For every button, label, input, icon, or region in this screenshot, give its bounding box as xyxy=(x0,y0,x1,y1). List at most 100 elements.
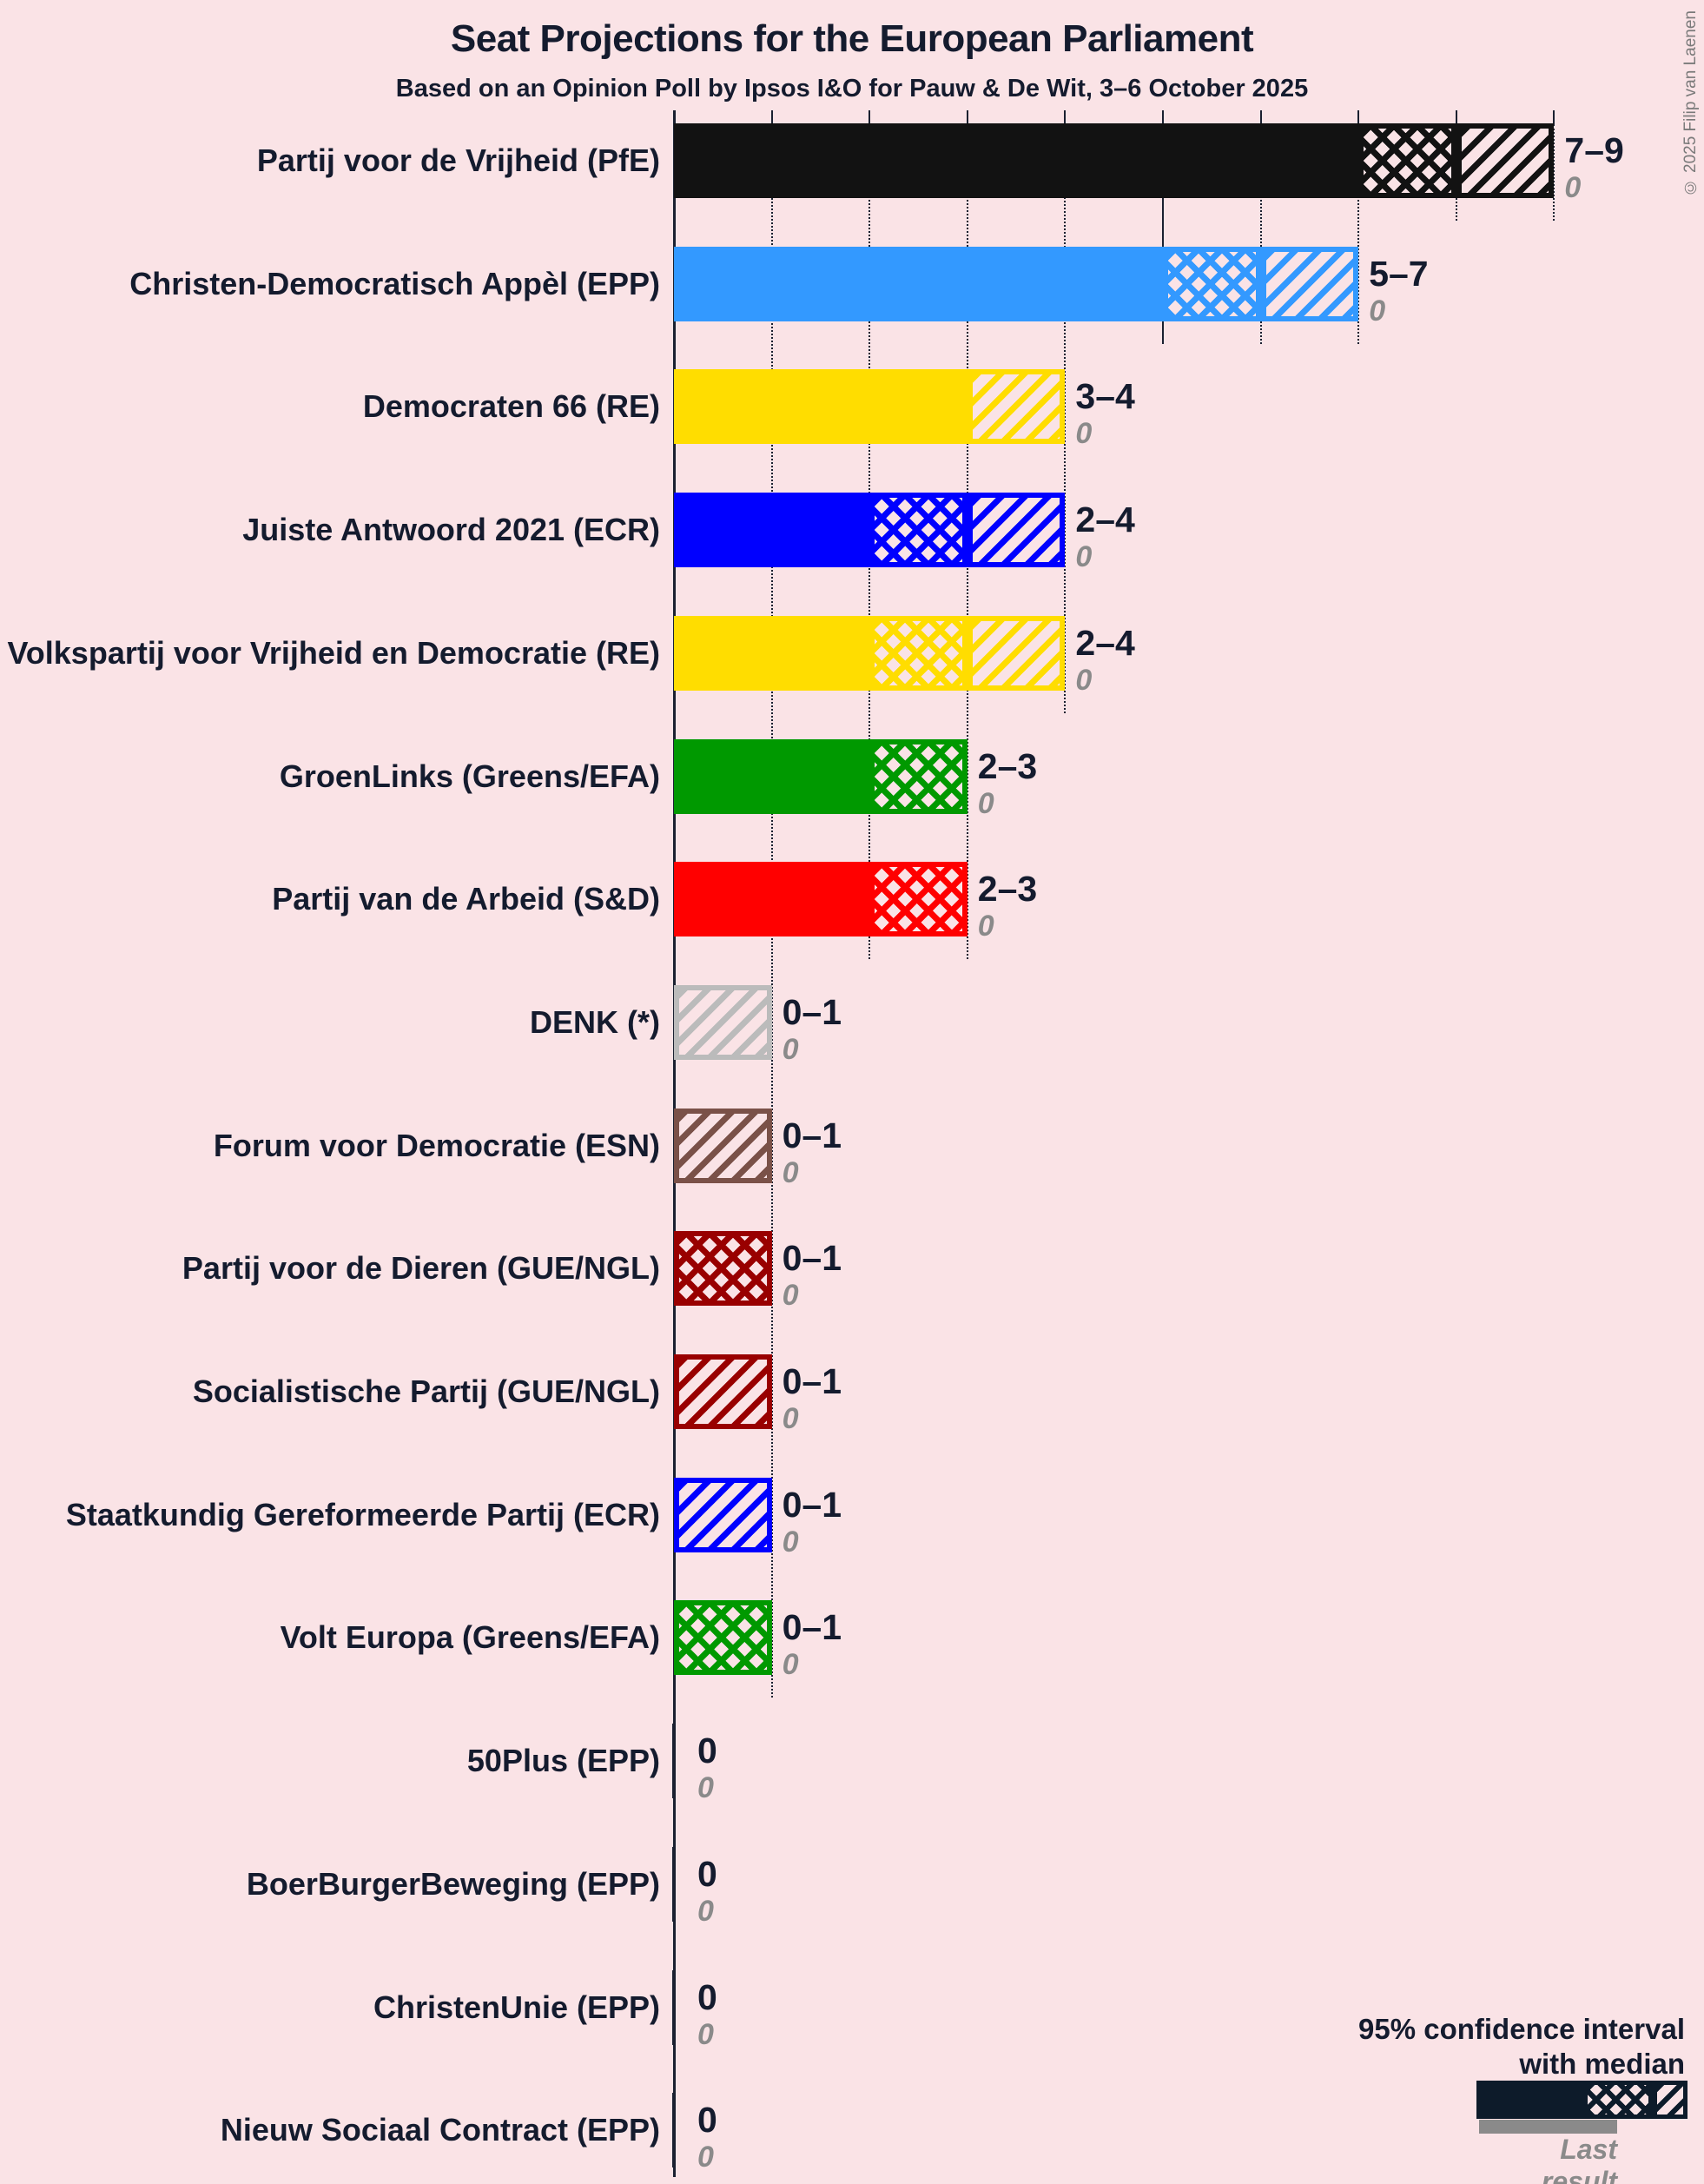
party-label: Partij voor de Vrijheid (PfE) xyxy=(256,142,660,178)
seat-range-label: 7–9 xyxy=(1564,130,1624,170)
zero-seat-bar xyxy=(672,1846,676,1922)
ci-bar-diagonal-segment xyxy=(967,369,1066,445)
party-label: Democraten 66 (RE) xyxy=(362,388,660,425)
seat-range-label: 2–4 xyxy=(1075,622,1135,663)
last-result-label: 0 xyxy=(782,1402,799,1435)
seat-range-label: 5–7 xyxy=(1369,253,1429,294)
seat-range-label: 0–1 xyxy=(782,1484,842,1525)
ci-bar-crosshatch-segment xyxy=(1358,123,1456,198)
legend-solid-segment xyxy=(1476,2081,1583,2119)
legend-diagonal-segment xyxy=(1653,2081,1687,2119)
last-result-label: 0 xyxy=(697,2017,714,2051)
chart-title: Seat Projections for the European Parlia… xyxy=(450,17,1254,60)
ci-bar-crosshatch-segment xyxy=(674,1231,772,1307)
gridline-solid-seat-5 xyxy=(1161,110,1165,344)
legend-ci-line1: 95% confidence interval xyxy=(1358,2013,1685,2045)
ci-bar-crosshatch-segment xyxy=(869,738,968,814)
seat-range-label: 0 xyxy=(697,2100,717,2141)
seat-range-label: 0 xyxy=(697,1731,717,1771)
last-result-label: 0 xyxy=(782,1032,799,1066)
ci-bar-solid-segment xyxy=(674,493,870,568)
axis-tick-seat-9 xyxy=(1553,110,1555,124)
last-result-label: 0 xyxy=(1075,663,1093,697)
last-result-label: 0 xyxy=(1075,540,1093,574)
legend-ci-line2: with median xyxy=(1519,2048,1685,2080)
axis-tick-seat-2 xyxy=(869,110,871,124)
ci-bar-crosshatch-segment xyxy=(1163,246,1261,321)
ci-bar-diagonal-segment xyxy=(674,1108,772,1183)
ci-bar-solid-segment xyxy=(674,615,870,691)
ci-bar-diagonal-segment xyxy=(967,493,1066,568)
last-result-label: 0 xyxy=(697,1771,714,1805)
seat-range-label: 0–1 xyxy=(782,1361,842,1401)
party-label: DENK (*) xyxy=(530,1003,660,1040)
ci-bar-crosshatch-segment xyxy=(869,493,968,568)
ci-bar-diagonal-segment xyxy=(1260,246,1359,321)
seat-range-label: 2–3 xyxy=(977,869,1038,910)
party-label: Nieuw Sociaal Contract (EPP) xyxy=(220,2112,660,2148)
ci-bar-diagonal-segment xyxy=(674,1477,772,1552)
copyright-note: © 2025 Filip van Laenen xyxy=(1681,10,1700,196)
seat-range-label: 0 xyxy=(697,1976,717,2017)
ci-bar-crosshatch-segment xyxy=(869,615,968,691)
party-label: Volt Europa (Greens/EFA) xyxy=(280,1619,660,1656)
ci-bar-solid-segment xyxy=(674,246,1163,321)
ci-bar-solid-segment xyxy=(674,862,870,937)
last-result-label: 0 xyxy=(782,1648,799,1682)
last-result-label: 0 xyxy=(782,1279,799,1313)
zero-seat-bar xyxy=(672,1724,676,1799)
last-result-label: 0 xyxy=(782,1155,799,1189)
party-label: Partij van de Arbeid (S&D) xyxy=(272,881,660,917)
party-label: Staatkundig Gereformeerde Partij (ECR) xyxy=(65,1496,660,1532)
party-label: Juiste Antwoord 2021 (ECR) xyxy=(242,512,660,548)
gridline-seat-4 xyxy=(1064,124,1067,713)
last-result-label: 0 xyxy=(697,2141,714,2174)
seat-range-label: 0–1 xyxy=(782,991,842,1032)
party-label: Partij voor de Dieren (GUE/NGL) xyxy=(182,1250,660,1287)
ci-bar-diagonal-segment xyxy=(967,615,1066,691)
seat-range-label: 0 xyxy=(697,1853,717,1894)
ci-bar-solid-segment xyxy=(674,369,968,445)
last-result-label: 0 xyxy=(697,1894,714,1928)
ci-bar-diagonal-segment xyxy=(674,1354,772,1429)
chart-subtitle: Based on an Opinion Poll by Ipsos I&O fo… xyxy=(395,75,1309,103)
ci-bar-crosshatch-segment xyxy=(674,1600,772,1676)
party-label: Volkspartij voor Vrijheid en Democratie … xyxy=(7,634,660,671)
gridline-seat-9 xyxy=(1553,124,1555,221)
axis-tick-seat-8 xyxy=(1455,110,1457,124)
last-result-label: 0 xyxy=(1075,417,1093,451)
seat-range-label: 0–1 xyxy=(782,1115,842,1155)
axis-tick-seat-4 xyxy=(1064,110,1067,124)
legend-last-result-bar xyxy=(1479,2120,1617,2134)
ci-bar-diagonal-segment xyxy=(674,984,772,1060)
legend-last-result-label: Last result xyxy=(1541,2134,1617,2184)
ci-bar-solid-segment xyxy=(674,738,870,814)
legend-ci-label: 95% confidence interval with median xyxy=(1164,2012,1685,2081)
gridline-seat-7 xyxy=(1357,124,1360,344)
party-label: Socialistische Partij (GUE/NGL) xyxy=(192,1373,660,1409)
party-label: Christen-Democratisch Appèl (EPP) xyxy=(129,265,660,301)
last-result-label: 0 xyxy=(782,1525,799,1559)
seat-range-label: 3–4 xyxy=(1075,376,1135,417)
axis-tick-seat-1 xyxy=(770,110,773,124)
party-label: BoerBurgerBeweging (EPP) xyxy=(246,1865,660,1902)
party-label: Forum voor Democratie (ESN) xyxy=(213,1127,660,1163)
ci-bar-diagonal-segment xyxy=(1456,123,1555,198)
legend-crosshatch-segment xyxy=(1583,2081,1653,2119)
seat-range-label: 2–3 xyxy=(977,745,1038,786)
party-label: 50Plus (EPP) xyxy=(466,1743,660,1779)
seat-range-label: 2–4 xyxy=(1075,500,1135,540)
last-result-label: 0 xyxy=(1369,294,1386,328)
last-result-label: 0 xyxy=(977,786,994,820)
last-result-label: 0 xyxy=(1564,171,1582,204)
ci-bar-crosshatch-segment xyxy=(869,862,968,937)
zero-seat-bar xyxy=(672,1969,676,2045)
axis-tick-seat-6 xyxy=(1259,110,1262,124)
seat-range-label: 0–1 xyxy=(782,1238,842,1279)
last-result-label: 0 xyxy=(977,910,994,943)
zero-seat-bar xyxy=(672,2093,676,2168)
ci-bar-solid-segment xyxy=(674,123,1359,198)
axis-tick-seat-3 xyxy=(966,110,968,124)
axis-tick-seat-7 xyxy=(1357,110,1360,124)
